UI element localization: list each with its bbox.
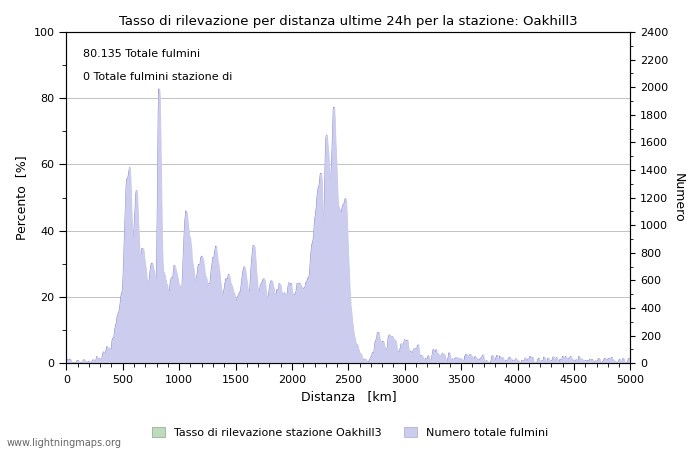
Legend: Tasso di rilevazione stazione Oakhill3, Numero totale fulmini: Tasso di rilevazione stazione Oakhill3, … (147, 423, 553, 442)
Y-axis label: Numero: Numero (672, 173, 685, 222)
Title: Tasso di rilevazione per distanza ultime 24h per la stazione: Oakhill3: Tasso di rilevazione per distanza ultime… (119, 15, 578, 28)
X-axis label: Distanza   [km]: Distanza [km] (300, 391, 396, 404)
Text: www.lightningmaps.org: www.lightningmaps.org (7, 438, 122, 448)
Y-axis label: Percento  [%]: Percento [%] (15, 155, 28, 240)
Text: 80.135 Totale fulmini: 80.135 Totale fulmini (83, 49, 200, 58)
Text: 0 Totale fulmini stazione di: 0 Totale fulmini stazione di (83, 72, 232, 82)
